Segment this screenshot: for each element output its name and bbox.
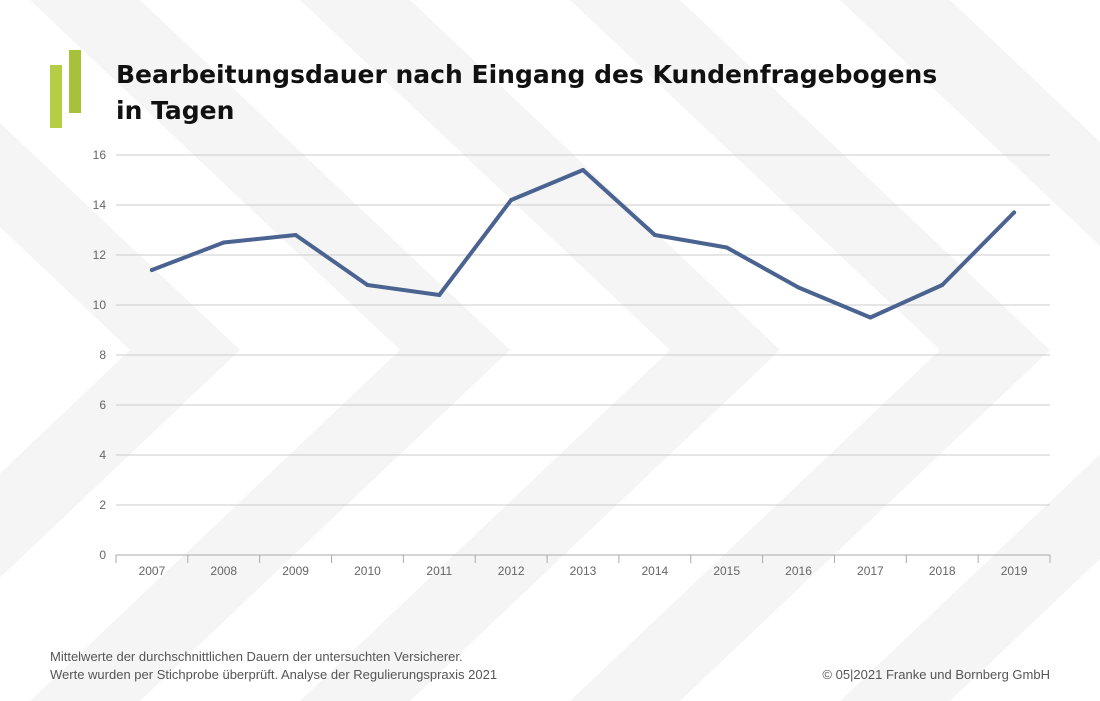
- footnote: Mittelwerte der durchschnittlichen Dauer…: [50, 648, 497, 684]
- data-point-2013: [581, 168, 585, 172]
- footnote-line-1: Mittelwerte der durchschnittlichen Dauer…: [50, 649, 463, 664]
- x-tick-label: 2008: [210, 564, 237, 578]
- y-tick-label: 14: [93, 198, 107, 212]
- y-tick-label: 8: [99, 348, 106, 362]
- y-axis: 0 2 4 6 8 10 12 14 16: [93, 148, 107, 562]
- y-tick-label: 4: [99, 448, 106, 462]
- data-point-2010: [365, 283, 370, 287]
- chart-title: Bearbeitungsdauer nach Eingang des Kunde…: [116, 57, 1016, 129]
- y-tick-label: 10: [93, 298, 107, 312]
- x-tick-label: 2017: [857, 564, 884, 578]
- x-tick-label: 2012: [498, 564, 525, 578]
- chart-title-line-2: in Tagen: [116, 96, 235, 125]
- x-axis: 2007 2008 2009 2010 2011 2012 2013 2014 2015 2016…: [115, 554, 1051, 578]
- series-line-0: [149, 168, 1017, 320]
- x-tick-label: 2009: [282, 564, 309, 578]
- x-tick-label: 2019: [1001, 564, 1028, 578]
- x-tick-label: 2011: [426, 564, 452, 578]
- gridlines: [116, 154, 1050, 506]
- data-point-2018: [940, 283, 945, 287]
- data-point-2009: [293, 233, 298, 237]
- copyright: © 05|2021 Franke und Bornberg GmbH: [822, 667, 1050, 682]
- y-tick-label: 12: [93, 248, 107, 262]
- series-layer: [149, 168, 1017, 320]
- footnote-line-2: Werte wurden per Stichprobe überprüft. A…: [50, 667, 498, 682]
- logo-bar-left: [50, 65, 62, 128]
- data-point-2007: [149, 268, 154, 272]
- x-tick-label: 2016: [785, 564, 812, 578]
- chart-title-line-1: Bearbeitungsdauer nach Eingang des Kunde…: [116, 60, 938, 89]
- data-point-2014: [652, 233, 657, 237]
- data-point-2016: [796, 285, 801, 290]
- data-point-2019: [1012, 210, 1017, 215]
- x-tick-label: 2015: [713, 564, 740, 578]
- x-tick-label: 2013: [570, 564, 597, 578]
- data-point-2008: [221, 240, 226, 245]
- x-tick-label: 2014: [641, 564, 668, 578]
- data-point-2011: [437, 293, 442, 297]
- logo-bar-right: [69, 50, 81, 113]
- data-point-2017: [868, 315, 873, 320]
- y-tick-label: 0: [99, 548, 106, 562]
- y-tick-label: 2: [99, 498, 106, 512]
- data-point-2012: [509, 198, 514, 202]
- data-point-2015: [724, 245, 729, 250]
- y-tick-label: 6: [99, 398, 106, 412]
- x-tick-label: 2018: [929, 564, 956, 578]
- x-tick-label: 2010: [354, 564, 381, 578]
- y-tick-label: 16: [93, 148, 107, 162]
- x-tick-label: 2007: [139, 564, 166, 578]
